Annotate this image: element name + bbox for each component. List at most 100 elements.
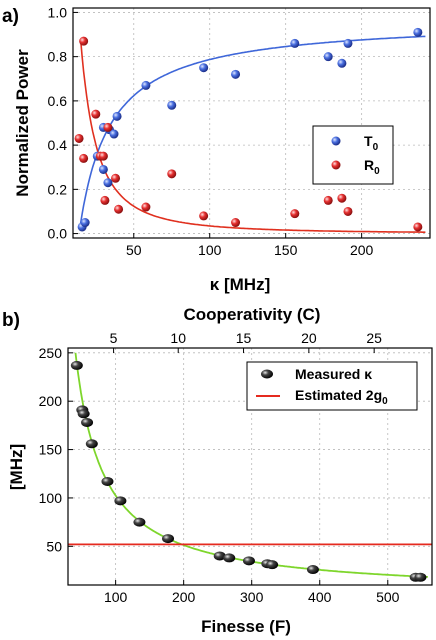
- panel-a-y-tick-label: 0.2: [48, 181, 68, 197]
- panel-a-y-tick-label: 0.4: [48, 137, 68, 153]
- data-point-t0: [112, 111, 122, 121]
- data-point-r0: [141, 202, 151, 212]
- panel-a-fit-t0: [79, 35, 426, 224]
- data-point-r0: [100, 195, 110, 205]
- data-point-r0: [337, 193, 347, 203]
- data-point-t0: [413, 27, 423, 37]
- panel-b-x-tick-label: 300: [240, 589, 264, 605]
- panel-b-markers: [70, 360, 427, 582]
- legend-r0-marker: [331, 160, 341, 170]
- data-point-measured: [162, 534, 175, 544]
- panel-a-x-tick-label: 50: [126, 242, 142, 258]
- legend-t0-marker: [331, 136, 341, 146]
- panel-a-y-tick-label: 0.8: [48, 49, 68, 65]
- panel-a-legend-box: [312, 125, 394, 185]
- panel-b-x-tick-label: 100: [104, 589, 128, 605]
- legend-measured-marker: [261, 369, 273, 379]
- panel-a-x-tick-label: 100: [198, 242, 222, 258]
- data-point-r0: [103, 122, 113, 132]
- data-point-r0: [323, 195, 333, 205]
- data-point-t0: [141, 80, 151, 90]
- data-point-measured: [114, 496, 127, 506]
- panel-a-label: a): [2, 6, 19, 27]
- panel-b-x-title: Finesse (F): [201, 617, 291, 636]
- panel-b-top-x-tick-label: 10: [170, 330, 186, 346]
- data-point-r0: [290, 209, 300, 219]
- panel-a-markers: [74, 27, 423, 232]
- data-point-r0: [167, 169, 177, 179]
- panel-a-grid: [73, 8, 430, 238]
- data-point-r0: [98, 151, 108, 161]
- data-point-measured: [81, 417, 94, 427]
- panel-b-ticks: 100 200 300 400 500 5 10 15 20 25 50 100 150 200 250: [39, 330, 400, 605]
- data-point-r0: [343, 206, 353, 216]
- data-point-r0: [199, 211, 209, 221]
- panel-b-top-x-tick-label: 20: [301, 330, 317, 346]
- data-point-r0: [111, 173, 121, 183]
- data-point-t0: [337, 58, 347, 68]
- data-point-measured: [70, 360, 83, 370]
- data-point-measured: [242, 556, 255, 566]
- data-point-measured: [266, 560, 279, 570]
- panel-b-y-tick-label: 250: [39, 345, 63, 361]
- panel-a-y-tick-label: 0.6: [48, 93, 68, 109]
- data-point-r0: [74, 133, 84, 143]
- legend-r0-label: R0: [364, 157, 380, 177]
- panel-a-y-tick-label: 0.0: [48, 226, 68, 242]
- panel-a-x-tick-label: 200: [350, 242, 374, 258]
- data-point-t0: [103, 178, 113, 188]
- panel-b-x-tick-label: 400: [308, 589, 332, 605]
- panel-a-fit-curves: [79, 35, 426, 233]
- data-point-t0: [290, 38, 300, 48]
- panel-b-y-title: [MHz]: [7, 444, 26, 490]
- panel-b-legend-box: [246, 361, 418, 411]
- data-point-t0: [167, 100, 177, 110]
- legend-t0-label: T0: [364, 133, 379, 153]
- data-point-r0: [79, 36, 89, 46]
- panel-a-y-tick-label: 1.0: [48, 4, 68, 20]
- data-point-measured: [306, 565, 319, 575]
- panel-b-top-x-tick-label: 25: [366, 330, 382, 346]
- panel-b: b) Cooperativity (C) 100 200 300 400 500 5 10 1…: [2, 305, 433, 636]
- panel-b-label: b): [2, 310, 20, 331]
- panel-b-x-tick-label: 200: [172, 589, 196, 605]
- data-point-r0: [413, 222, 423, 232]
- panel-a-legend: T0 R0: [312, 125, 394, 185]
- data-point-measured: [77, 409, 90, 419]
- data-point-t0: [343, 38, 353, 48]
- legend-estimated-label: Estimated 2g0: [295, 387, 388, 407]
- panel-b-top-x-tick-label: 5: [110, 330, 118, 346]
- data-point-t0: [231, 69, 241, 79]
- panel-a-fit-r0: [79, 38, 426, 233]
- data-point-measured: [414, 572, 427, 582]
- panel-b-legend: Measured κ Estimated 2g0: [246, 361, 418, 411]
- panel-a-frame: [72, 7, 431, 239]
- panel-b-y-tick-label: 200: [39, 393, 63, 409]
- data-point-measured: [101, 476, 114, 486]
- data-point-r0: [91, 109, 101, 119]
- data-point-t0: [109, 129, 119, 139]
- panel-b-y-tick-label: 100: [39, 490, 63, 506]
- panel-a-y-title: Normalized Power: [13, 49, 32, 197]
- panel-b-frame: [67, 347, 433, 586]
- panel-a-ticks: 50 100 150 200 0.0 0.2 0.4 0.6 0.8 1.0: [48, 4, 374, 258]
- panel-b-top-x-title: Cooperativity (C): [184, 305, 321, 324]
- data-point-t0: [98, 164, 108, 174]
- data-point-r0: [79, 153, 89, 163]
- data-point-measured: [85, 439, 98, 449]
- panel-a: a) 50 100 150 200 0.0 0.2 0.4 0.6 0.8 1.0 κ [MHz]…: [2, 4, 431, 294]
- panel-b-top-x-tick-label: 15: [236, 330, 252, 346]
- data-point-r0: [114, 204, 124, 214]
- data-point-r0: [231, 218, 241, 228]
- data-point-measured: [213, 551, 226, 561]
- legend-measured-label: Measured κ: [295, 366, 372, 382]
- panel-a-x-title: κ [MHz]: [210, 275, 270, 294]
- data-point-t0: [199, 63, 209, 73]
- panel-b-x-tick-label: 500: [376, 589, 400, 605]
- data-point-measured: [223, 553, 236, 563]
- data-point-measured: [133, 517, 146, 527]
- data-point-t0: [80, 218, 90, 228]
- panel-b-y-tick-label: 150: [39, 442, 63, 458]
